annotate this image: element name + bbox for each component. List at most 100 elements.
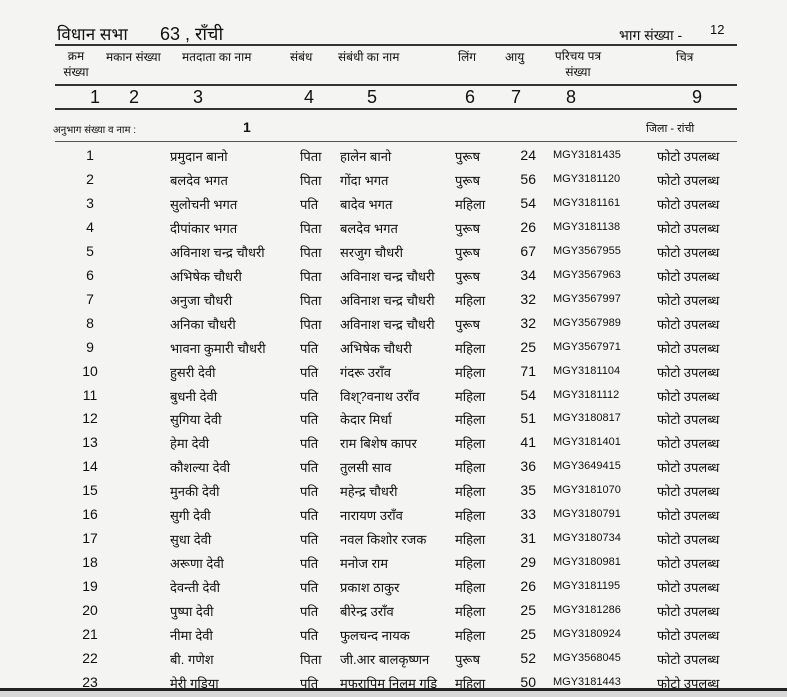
col-number-7: 7 (511, 87, 522, 107)
table-row: 17 सुधा देवी पति नवल किशोर रजक महिला 31 MGY318… (0, 526, 787, 550)
serial-number: 5 (86, 242, 94, 259)
gender: महिला (455, 460, 486, 476)
gender: पुरूष (455, 651, 480, 667)
voter-name: प्रमुदान बानो (170, 149, 228, 164)
photo-status: फोटो उपलब्ध (657, 149, 720, 164)
serial-number: 21 (82, 626, 98, 642)
voter-name: सुगिया देवी (170, 412, 222, 428)
relation: पिता (300, 220, 322, 236)
photo-status: फोटो उपलब्ध (657, 580, 720, 596)
relative-name: मनोज राम (340, 556, 389, 572)
relation: पति (300, 556, 319, 572)
serial-number: 7 (86, 290, 94, 307)
voter-name: कौशल्या देवी (170, 460, 231, 476)
district: जिला - रांची (646, 123, 695, 135)
table-row: 16 सुगी देवी पति नारायण उराँव महिला 33 MGY3180… (0, 502, 787, 526)
photo-status: फोटो उपलब्ध (657, 436, 720, 452)
serial-number: 23 (82, 673, 98, 690)
photo-status: फोटो उपलब्ध (657, 268, 720, 284)
voter-name: पुष्पा देवी (170, 604, 214, 620)
gender: पुरूष (455, 172, 480, 188)
serial-number: 16 (82, 506, 98, 523)
relative-name: अविनाश चन्द्र चौधरी (340, 268, 435, 284)
table-row: 21 नीमा देवी पति फुलचन्द नायक महिला 25 MGY3180… (0, 622, 787, 646)
gender: महिला (455, 580, 486, 596)
age: 25 (520, 338, 536, 355)
gender: महिला (455, 388, 486, 404)
voter-name: भावना कुमारी चौधरी (170, 340, 266, 356)
gender: महिला (455, 508, 486, 524)
relative-name: विश्?वनाथ उराँव (340, 388, 420, 404)
relative-name: प्रकाश ठाकुर (340, 580, 400, 596)
table-row: 3 सुलोचनी भगत पति बादेव भगत महिला 54 MGY318116… (0, 191, 787, 215)
id-card-number: MGY3567963 (553, 268, 621, 281)
relation: पति (300, 532, 319, 548)
age: 51 (520, 410, 536, 427)
voter-name: नीमा देवी (170, 628, 213, 643)
gender: महिला (455, 412, 486, 428)
relation: पति (300, 436, 319, 452)
id-card-number: MGY3181120 (553, 172, 621, 185)
voter-name: मुनकी देवी (170, 484, 220, 500)
relation: पिता (300, 149, 322, 164)
age: 41 (520, 434, 536, 451)
col-header-photo: चित्र (676, 50, 694, 64)
age: 56 (520, 170, 536, 187)
serial-number: 8 (86, 314, 94, 331)
serial-number: 17 (82, 530, 98, 547)
id-card-number: MGY3567989 (553, 316, 621, 329)
voter-name: बुधनी देवी (170, 388, 218, 404)
age: 35 (520, 482, 536, 499)
relation: पति (300, 628, 319, 643)
age: 54 (520, 194, 536, 211)
col-header-gender: लिंग (458, 50, 477, 64)
relative-name: अविनाश चन्द्र चौधरी (340, 292, 435, 308)
voter-name: मेरी गुडिया (170, 675, 219, 691)
age: 25 (520, 626, 536, 642)
assembly-label: विधान सभा (57, 25, 128, 44)
col-header-id-card: परिचय पत्र संख्या (554, 49, 602, 79)
gender: पुरूष (455, 149, 480, 164)
col-header-serial: क्रम संख्या (63, 49, 89, 79)
gender: महिला (455, 628, 486, 643)
table-row: 1 प्रमुदान बानो पिता हालेन बानो पुरूष 24 MGY31… (0, 143, 787, 167)
col-number-5: 5 (367, 87, 378, 107)
table-row: 7 अनुजा चौधरी पिता अविनाश चन्द्र चौधरी महिला… (0, 287, 787, 311)
relation: पति (300, 484, 319, 500)
photo-status: फोटो उपलब्ध (657, 484, 720, 500)
relative-name: सरजुग चौधरी (340, 244, 403, 260)
photo-status: फोटो उपलब्ध (657, 292, 720, 308)
col-number-6: 6 (465, 87, 476, 107)
col-header-relation: संबंध (290, 50, 313, 64)
gender: महिला (455, 556, 486, 572)
part-label: भाग संख्या - (619, 27, 683, 43)
serial-number: 10 (82, 362, 98, 379)
col-number-9: 9 (692, 87, 703, 107)
photo-status: फोटो उपलब्ध (657, 316, 720, 332)
horizontal-scrollbar[interactable] (0, 691, 787, 697)
relative-name: जी.आर बालकृष्णन (340, 651, 430, 667)
voter-name: बलदेव भगत (170, 172, 228, 188)
divider (55, 84, 737, 86)
relation: पति (300, 460, 319, 476)
relative-name: फुलचन्द नायक (340, 628, 410, 643)
divider (55, 141, 737, 142)
age: 31 (520, 530, 536, 547)
photo-status: फोटो उपलब्ध (657, 412, 720, 428)
col-number-2: 2 (129, 87, 140, 107)
serial-number: 3 (86, 194, 94, 211)
id-card-number: MGY3180817 (553, 412, 621, 425)
id-card-number: MGY3181161 (553, 196, 621, 209)
id-card-number: MGY3180981 (553, 556, 621, 569)
relative-name: केदार मिर्धा (340, 412, 392, 428)
photo-status: फोटो उपलब्ध (657, 388, 720, 404)
col-header-voter-name: मतदाता का नाम (182, 50, 252, 64)
voter-name: देवन्ती देवी (170, 580, 221, 596)
col-header-age: आयु (505, 50, 525, 64)
table-row: 14 कौशल्या देवी पति तुलसी साव महिला 36 MGY3649… (0, 454, 787, 478)
gender: महिला (455, 484, 486, 500)
photo-status: फोटो उपलब्ध (657, 172, 720, 188)
gender: महिला (455, 292, 486, 308)
photo-status: फोटो उपलब्ध (657, 675, 720, 691)
id-card-number: MGY3181195 (553, 580, 621, 593)
